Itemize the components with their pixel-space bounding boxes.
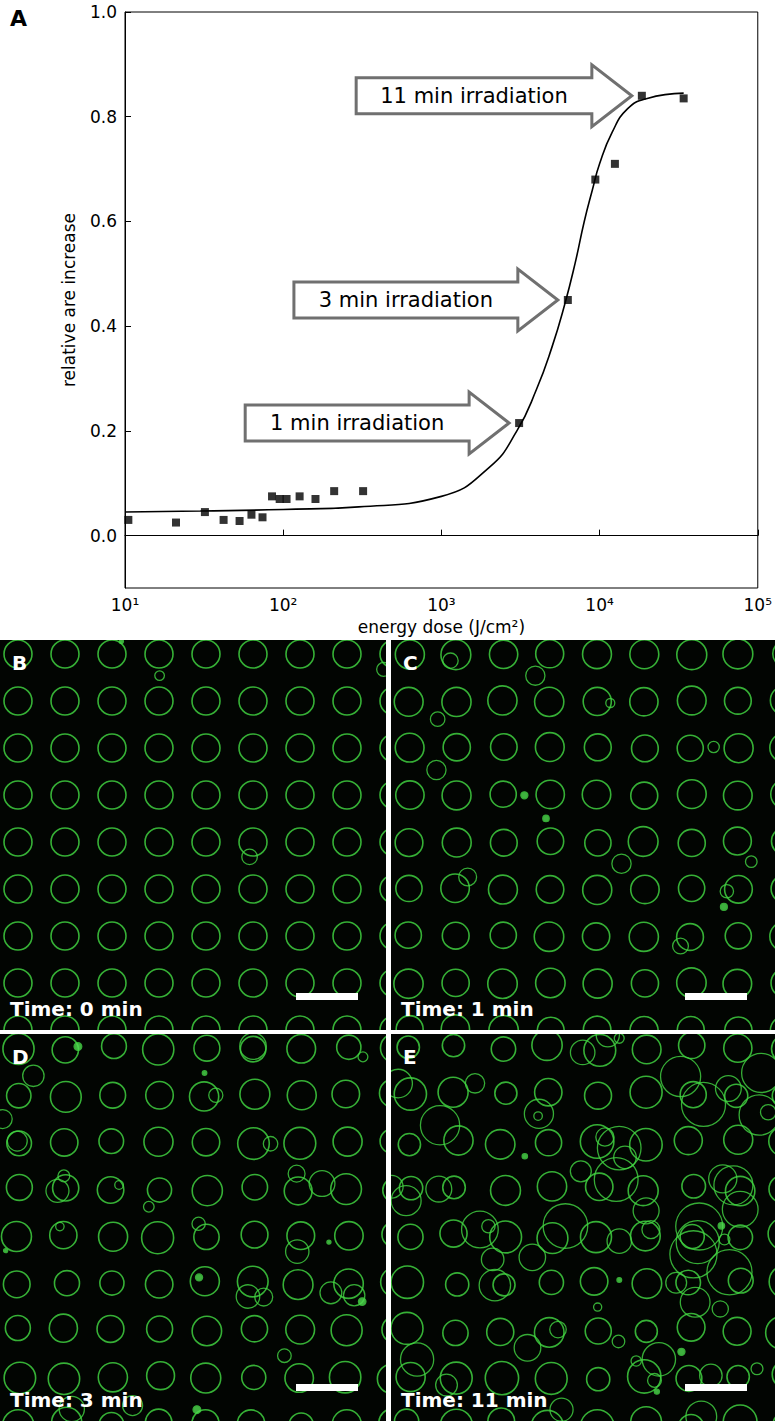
svg-text:10⁵: 10⁵ (744, 595, 772, 615)
svg-text:C: C (403, 651, 418, 675)
svg-text:D: D (12, 1045, 29, 1069)
svg-text:0.4: 0.4 (90, 316, 117, 336)
svg-text:10³: 10³ (427, 595, 455, 615)
svg-text:E: E (403, 1045, 417, 1069)
svg-text:Time: 11 min: Time: 11 min (401, 1388, 548, 1412)
svg-text:1.0: 1.0 (90, 2, 117, 22)
svg-text:0.0: 0.0 (90, 526, 117, 546)
svg-text:11 min irradiation: 11 min irradiation (380, 84, 568, 108)
svg-text:0.8: 0.8 (90, 107, 117, 127)
svg-text:10⁴: 10⁴ (585, 595, 614, 615)
html-text:A: A (10, 6, 27, 31)
svg-text:3 min irradiation: 3 min irradiation (319, 288, 493, 312)
svg-text:relative are increase: relative are increase (59, 213, 79, 387)
svg-text:energy dose (J/cm²): energy dose (J/cm²) (358, 617, 525, 637)
svg-text:1 min irradiation: 1 min irradiation (270, 411, 444, 435)
svg-text:0.6: 0.6 (90, 211, 117, 231)
svg-text:10²: 10² (269, 595, 297, 615)
svg-text:Time: 3 min: Time: 3 min (10, 1388, 143, 1412)
svg-text:Time: 0 min: Time: 0 min (10, 997, 143, 1021)
svg-text:Time: 1 min: Time: 1 min (401, 997, 534, 1021)
svg-text:10¹: 10¹ (111, 595, 139, 615)
svg-text:0.2: 0.2 (90, 421, 117, 441)
svg-text:B: B (12, 651, 27, 675)
